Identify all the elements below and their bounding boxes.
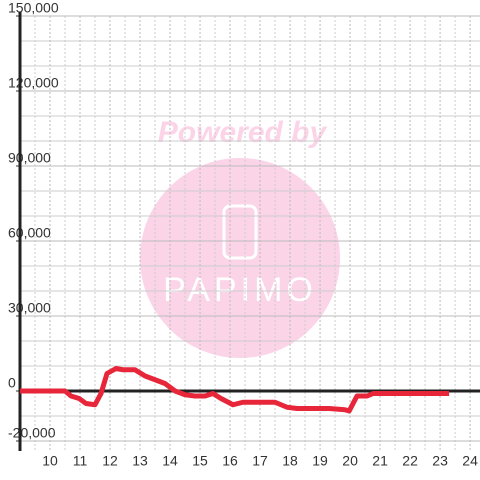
x-tick-label: 18 [282,453,298,469]
watermark-text: Powered by [158,116,328,149]
x-tick-label: 20 [342,453,358,469]
x-tick-label: 14 [162,453,178,469]
y-tick-label: 60,000 [8,225,51,241]
watermark-text: PAPIMO [163,271,317,309]
x-tick-label: 24 [462,453,478,469]
watermark-icon [222,204,258,260]
x-tick-label: 21 [372,453,388,469]
y-tick-label: 120,000 [8,75,59,91]
y-tick-label: 30,000 [8,300,51,316]
data-line [20,366,450,414]
x-tick-label: 17 [252,453,268,469]
x-tick-label: 15 [192,453,208,469]
y-tick-label: 90,000 [8,150,51,166]
x-tick-label: 11 [73,453,88,469]
x-tick-label: 10 [42,453,58,469]
x-tick-label: 16 [222,453,238,469]
y-tick-label: 0 [8,375,16,391]
x-tick-label: 22 [402,453,418,469]
x-tick-label: 13 [132,453,148,469]
y-tick-label: 150,000 [8,0,59,16]
x-tick-label: 23 [432,453,448,469]
x-tick-label: 12 [102,453,118,469]
x-tick-label: 19 [312,453,328,469]
y-tick-label: -20,000 [8,425,56,441]
